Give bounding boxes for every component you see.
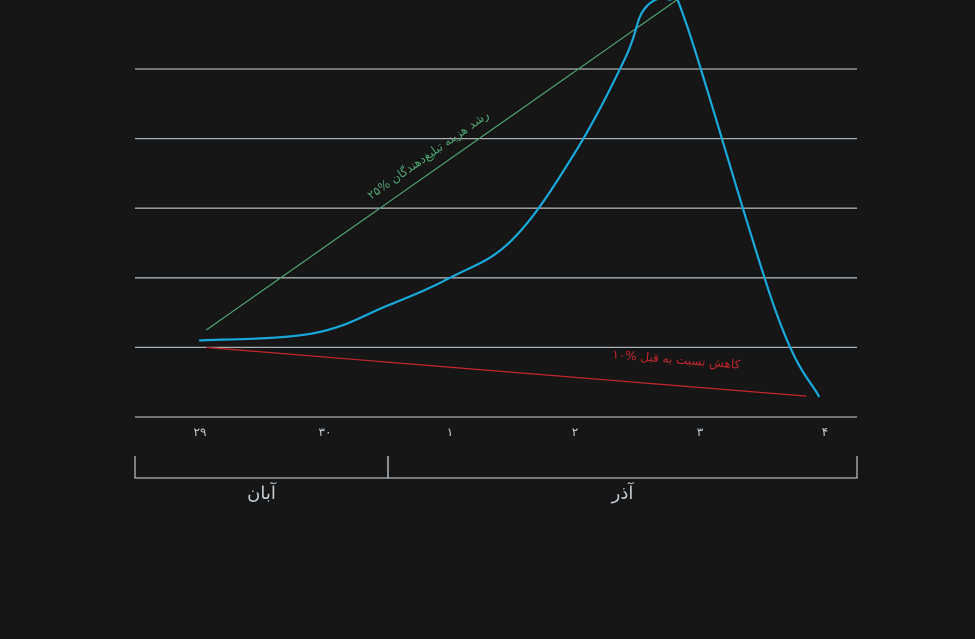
series-line [198,0,820,398]
annotation-line [205,0,678,331]
x-tick-label: ۲ [572,425,578,439]
grid [135,0,857,418]
x-axis-ticks: ۲۹ ۳۰ ۱ ۲ ۳ ۴ [194,425,829,439]
x-tick-label: ۱ [447,425,453,439]
month-bracket [387,456,858,479]
month-bracket [134,456,389,479]
month-label: آذر [611,481,635,504]
annotation-label: ۲۵% رشد هزینه تبلیغ‌دهندگان [365,107,492,203]
annotation-line [206,346,807,397]
month-brackets: آبان آذر [134,456,858,504]
annotation-label: ۱۰% کاهش نسبت به قبل [612,347,741,372]
x-tick-label: ۳ [697,425,704,439]
x-tick-label: ۳۰ [319,425,332,439]
series [198,0,820,398]
x-tick-label: ۴ [822,425,828,439]
month-label: آبان [247,481,277,504]
x-tick-label: ۲۹ [194,425,207,439]
